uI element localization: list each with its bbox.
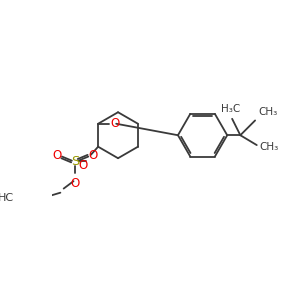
- Text: O: O: [88, 149, 98, 162]
- Text: O: O: [78, 159, 88, 172]
- Text: O: O: [52, 149, 62, 162]
- Text: CH₃: CH₃: [259, 142, 278, 152]
- Text: O: O: [110, 117, 119, 130]
- Text: O: O: [70, 177, 80, 190]
- Text: S: S: [71, 155, 79, 168]
- Text: CH₃: CH₃: [258, 107, 278, 117]
- Text: HC: HC: [0, 194, 14, 203]
- Text: H₃C: H₃C: [221, 104, 240, 114]
